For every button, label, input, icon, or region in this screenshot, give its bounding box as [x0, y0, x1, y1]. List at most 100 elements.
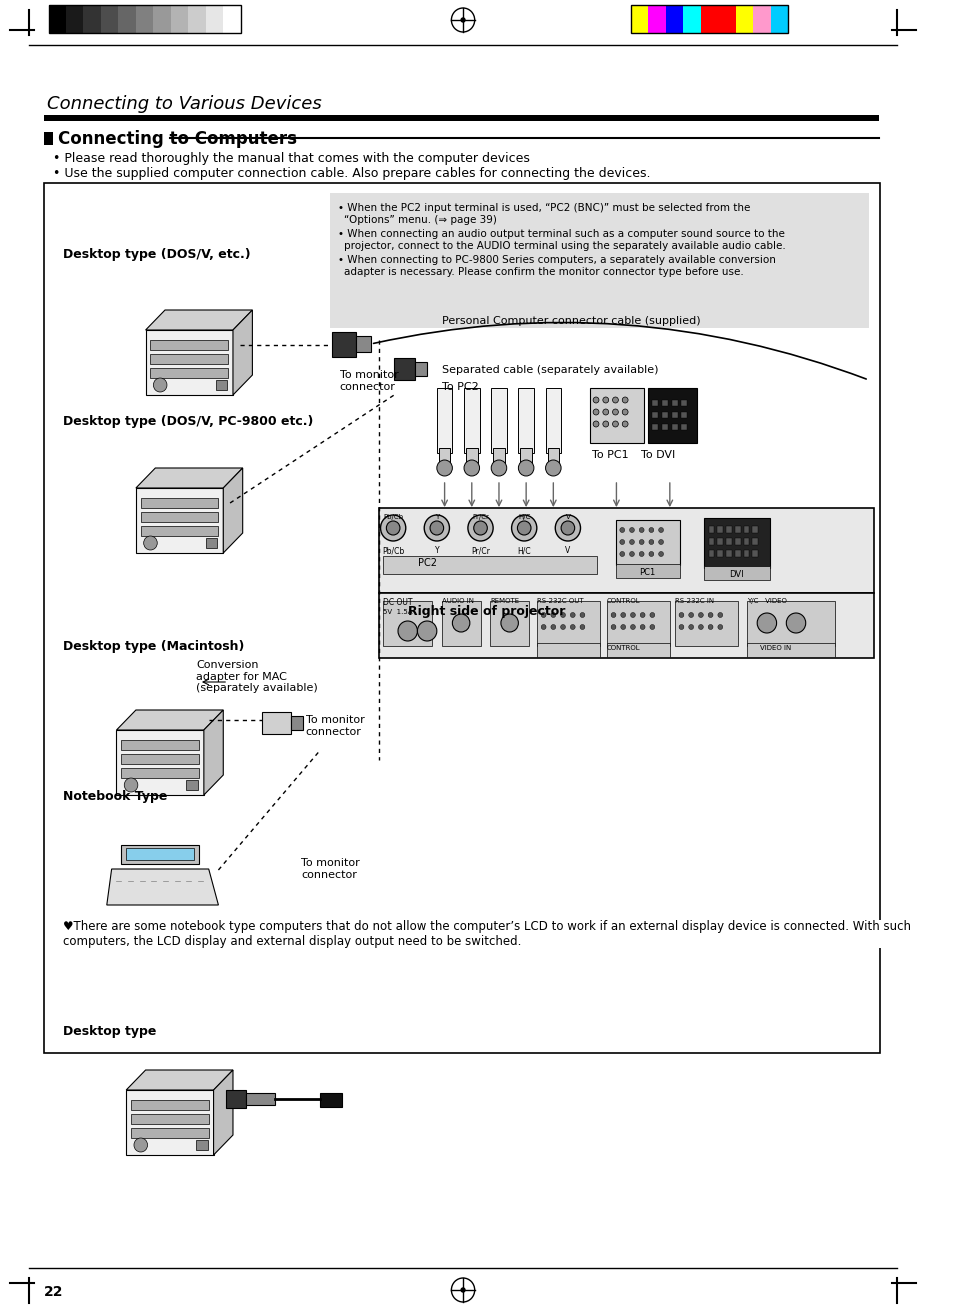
Bar: [131, 1100, 209, 1109]
Text: To monitor
connector: To monitor connector: [300, 857, 359, 880]
Circle shape: [620, 625, 625, 629]
Bar: [491, 389, 506, 453]
Circle shape: [649, 625, 654, 629]
Text: AUDIO IN: AUDIO IN: [441, 597, 474, 604]
Polygon shape: [223, 467, 242, 553]
Circle shape: [621, 421, 627, 427]
Circle shape: [639, 528, 643, 533]
Circle shape: [630, 625, 635, 629]
Text: • When connecting an audio output terminal such as a computer sound source to th: • When connecting an audio output termin…: [337, 228, 784, 239]
Text: DC OUT: DC OUT: [383, 597, 413, 607]
Text: VIDEO IN: VIDEO IN: [760, 645, 791, 651]
Bar: [753, 5, 770, 33]
Bar: [703, 566, 769, 580]
Circle shape: [621, 397, 627, 403]
Bar: [394, 358, 416, 379]
Circle shape: [474, 521, 487, 534]
Polygon shape: [126, 1090, 213, 1155]
Bar: [734, 550, 740, 557]
Circle shape: [688, 612, 693, 617]
Circle shape: [545, 460, 560, 477]
Bar: [680, 400, 686, 406]
Text: To DVI: To DVI: [640, 450, 674, 460]
Bar: [606, 643, 669, 656]
Text: • Please read thoroughly the manual that comes with the computer devices: • Please read thoroughly the manual that…: [53, 152, 530, 165]
Circle shape: [707, 612, 712, 617]
Text: To monitor
connector: To monitor connector: [339, 370, 398, 391]
Bar: [770, 5, 787, 33]
Text: H/C: H/C: [517, 546, 531, 555]
Bar: [537, 643, 599, 656]
Circle shape: [679, 612, 683, 617]
Bar: [118, 5, 135, 33]
Circle shape: [612, 397, 618, 403]
Text: Conversion
adapter for MAC
(separately available): Conversion adapter for MAC (separately a…: [196, 660, 317, 693]
Bar: [151, 340, 228, 351]
Text: • When connecting to PC-9800 Series computers, a separately available conversion: • When connecting to PC-9800 Series comp…: [337, 255, 775, 265]
Bar: [206, 538, 217, 548]
Text: To PC1: To PC1: [592, 450, 628, 460]
Bar: [648, 389, 697, 442]
Bar: [752, 527, 758, 533]
Text: RS-232C IN: RS-232C IN: [674, 597, 713, 604]
Bar: [703, 519, 769, 569]
Bar: [188, 5, 206, 33]
Bar: [215, 379, 227, 390]
Circle shape: [717, 612, 722, 617]
Bar: [151, 355, 228, 364]
Text: • Use the supplied computer connection cable. Also prepare cables for connecting: • Use the supplied computer connection c…: [53, 167, 650, 180]
Circle shape: [124, 779, 137, 792]
Text: Personal Computer connector cable (supplied): Personal Computer connector cable (suppl…: [441, 316, 700, 326]
Circle shape: [630, 612, 635, 617]
Circle shape: [436, 460, 452, 477]
Text: Separated cable (separately available): Separated cable (separately available): [441, 365, 658, 376]
Bar: [44, 183, 880, 1053]
Circle shape: [757, 613, 776, 633]
Bar: [141, 527, 218, 536]
Bar: [131, 1128, 209, 1138]
Bar: [171, 5, 188, 33]
Bar: [463, 389, 479, 453]
Bar: [131, 1113, 209, 1124]
Bar: [490, 601, 529, 646]
Circle shape: [602, 397, 608, 403]
Circle shape: [397, 621, 417, 641]
Text: V: V: [565, 513, 570, 520]
Bar: [49, 5, 66, 33]
Bar: [245, 1092, 274, 1106]
Bar: [734, 538, 740, 545]
Circle shape: [620, 612, 625, 617]
Bar: [416, 362, 427, 376]
Circle shape: [570, 612, 575, 617]
Circle shape: [639, 540, 643, 545]
Polygon shape: [204, 710, 223, 794]
Polygon shape: [146, 310, 253, 330]
Circle shape: [550, 625, 556, 629]
Bar: [616, 520, 679, 565]
Polygon shape: [107, 869, 218, 905]
Bar: [661, 400, 667, 406]
Text: PC2: PC2: [417, 558, 436, 569]
Circle shape: [649, 612, 654, 617]
Text: Pb/Cb: Pb/Cb: [381, 546, 404, 555]
Bar: [66, 5, 84, 33]
Bar: [752, 550, 758, 557]
Text: CONTROL: CONTROL: [606, 645, 639, 651]
Text: adapter is necessary. Please confirm the monitor connector type before use.: adapter is necessary. Please confirm the…: [343, 267, 742, 277]
Bar: [226, 1090, 245, 1108]
Bar: [537, 601, 599, 646]
Circle shape: [629, 540, 634, 545]
Circle shape: [517, 521, 531, 534]
Text: Right side of projector: Right side of projector: [407, 605, 564, 618]
Bar: [725, 527, 731, 533]
Bar: [717, 538, 722, 545]
Circle shape: [602, 421, 608, 427]
Bar: [742, 527, 749, 533]
Bar: [519, 448, 532, 463]
Circle shape: [688, 625, 693, 629]
Polygon shape: [146, 330, 233, 395]
Text: Pr/Cr: Pr/Cr: [471, 546, 490, 555]
Bar: [742, 550, 749, 557]
Polygon shape: [126, 1070, 233, 1090]
Bar: [708, 527, 714, 533]
